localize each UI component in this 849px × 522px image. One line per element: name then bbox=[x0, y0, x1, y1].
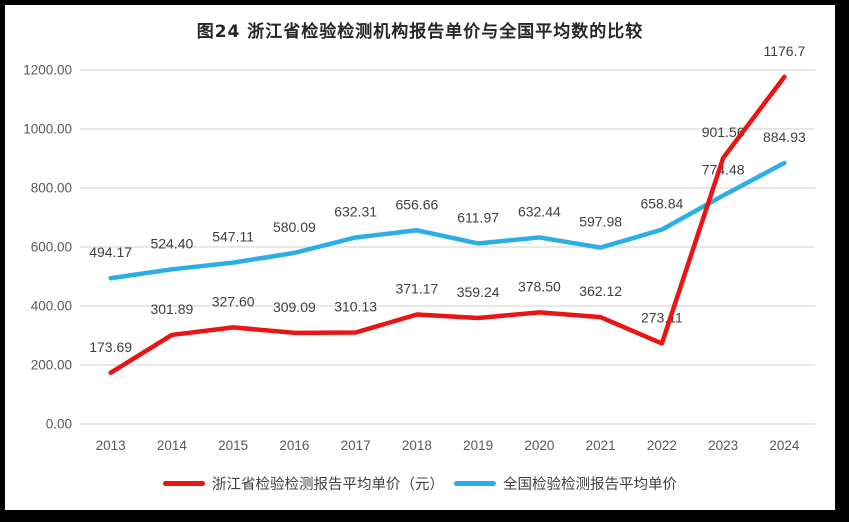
national-series-swatch-icon bbox=[454, 481, 496, 486]
legend-label-national: 全国检验检测报告平均单价 bbox=[503, 477, 677, 493]
x-axis-tick-label: 2022 bbox=[647, 438, 677, 453]
y-axis-tick-label: 1200.00 bbox=[23, 63, 72, 78]
y-axis-tick-label: 1000.00 bbox=[23, 122, 72, 137]
data-label-zhejiang: 359.24 bbox=[457, 284, 500, 300]
line-chart: 0.00 200.00 400.00 600.00 800.00 1000.00 1200.… bbox=[23, 43, 815, 453]
y-axis-tick-label: 0.00 bbox=[46, 417, 72, 432]
data-label-zhejiang: 371.17 bbox=[395, 281, 438, 297]
series-line-zhejiang bbox=[108, 74, 787, 376]
chart-title: 图24 浙江省检验检测机构报告单价与全国平均数的比较 bbox=[196, 22, 644, 42]
data-label-zhejiang: 273.11 bbox=[641, 309, 683, 325]
data-label-national: 632.31 bbox=[334, 203, 377, 219]
x-axis-tick-label: 2014 bbox=[157, 438, 188, 453]
x-axis-tick-label: 2024 bbox=[769, 438, 800, 453]
data-label-zhejiang: 378.50 bbox=[518, 278, 561, 294]
x-axis-tick-label: 2016 bbox=[279, 438, 309, 453]
data-label-national: 597.98 bbox=[579, 214, 622, 230]
data-label-national: 656.66 bbox=[395, 196, 438, 212]
x-axis-tick-label: 2013 bbox=[96, 438, 126, 453]
series-line-national bbox=[108, 160, 787, 281]
chart-canvas: 图24 浙江省检验检测机构报告单价与全国平均数的比较 0.00 200.00 400… bbox=[5, 5, 835, 510]
data-label-zhejiang: 901.56 bbox=[702, 124, 745, 140]
data-label-national: 547.11 bbox=[212, 229, 254, 245]
data-label-zhejiang: 327.60 bbox=[212, 293, 255, 309]
data-label-national: 611.97 bbox=[457, 209, 499, 225]
chart-legend: 浙江省检验检测报告平均单价（元） 全国检验检测报告平均单价 bbox=[5, 473, 835, 494]
data-label-zhejiang: 301.89 bbox=[150, 301, 193, 317]
zhejiang-series-swatch-icon bbox=[163, 481, 205, 486]
legend-item-zhejiang: 浙江省检验检测报告平均单价（元） bbox=[163, 473, 444, 494]
data-label-zhejiang: 1176.7 bbox=[763, 43, 805, 59]
data-label-zhejiang: 362.12 bbox=[579, 283, 622, 299]
data-label-zhejiang: 309.09 bbox=[273, 299, 316, 315]
x-axis-tick-label: 2021 bbox=[586, 438, 616, 453]
y-axis-tick-label: 200.00 bbox=[31, 358, 72, 373]
legend-label-zhejiang: 浙江省检验检测报告平均单价（元） bbox=[212, 477, 444, 493]
y-axis-tick-label: 400.00 bbox=[31, 299, 72, 314]
x-axis-tick-label: 2018 bbox=[402, 438, 432, 453]
data-label-national: 494.17 bbox=[89, 244, 132, 260]
data-label-national: 884.93 bbox=[763, 129, 806, 145]
legend-item-national: 全国检验检测报告平均单价 bbox=[454, 473, 677, 494]
y-axis-tick-label: 800.00 bbox=[31, 181, 72, 196]
data-label-national: 774.48 bbox=[702, 162, 745, 178]
data-label-national: 658.84 bbox=[640, 196, 683, 212]
y-axis-tick-label: 600.00 bbox=[31, 240, 72, 255]
x-axis-tick-label: 2020 bbox=[524, 438, 554, 453]
x-axis-tick-label: 2023 bbox=[708, 438, 738, 453]
data-label-national: 580.09 bbox=[273, 219, 316, 235]
x-axis-tick-label: 2017 bbox=[341, 438, 371, 453]
data-label-national: 632.44 bbox=[518, 203, 561, 219]
x-axis-tick-label: 2019 bbox=[463, 438, 493, 453]
data-label-zhejiang: 173.69 bbox=[89, 339, 132, 355]
x-axis-tick-label: 2015 bbox=[218, 438, 248, 453]
data-label-national: 524.40 bbox=[150, 235, 193, 251]
data-label-zhejiang: 310.13 bbox=[334, 299, 377, 315]
